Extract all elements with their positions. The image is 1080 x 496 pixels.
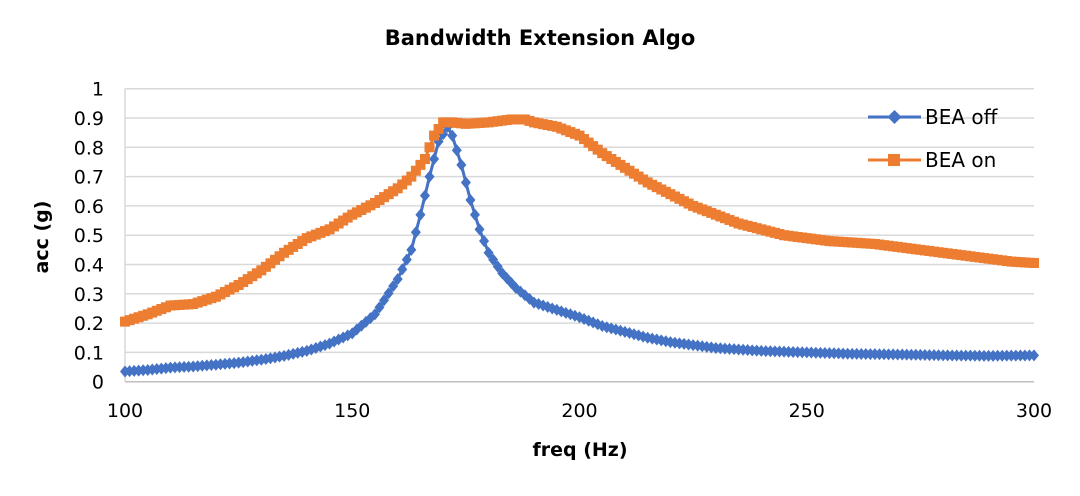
data-point [465,194,476,207]
data-point [424,142,435,153]
x-axis-label: freq (Hz) [532,439,627,461]
data-point [429,153,440,166]
series-bea-off [120,120,1039,378]
data-point [379,294,390,307]
data-point [424,170,435,183]
x-axis-ticks: 100 150 200 250 300 [107,400,1052,422]
legend-item-bea-off: BEA off [868,105,999,129]
y-tick-label: 0.1 [74,342,104,364]
y-tick-label: 0.8 [74,137,104,159]
data-point [447,129,458,142]
data-point [479,235,490,248]
data-point [429,130,440,141]
data-point [456,158,467,171]
data-point [1029,349,1039,362]
series-bea-on [120,114,1039,327]
data-point [406,171,417,182]
data-point [483,246,494,259]
chart-title: Bandwidth Extension Algo [385,26,696,50]
gridlines [124,87,1034,382]
y-tick-label: 0.7 [74,167,104,189]
legend-diamond-icon [887,110,902,124]
legend-label-bea-on: BEA on [925,148,996,172]
y-tick-label: 0.3 [74,284,104,306]
data-point [488,253,499,266]
x-tick-label: 150 [334,400,370,422]
data-point [410,165,421,176]
data-point [451,144,462,157]
data-point [469,208,480,221]
data-point [397,263,408,276]
data-point [415,159,426,170]
data-point [369,308,380,321]
x-tick-label: 300 [1016,400,1052,422]
data-point [415,208,426,221]
y-tick-label: 0 [92,372,104,394]
x-tick-label: 100 [107,400,143,422]
data-point [419,189,430,202]
data-point [1029,258,1039,269]
data-point [433,123,444,134]
data-point [247,354,258,367]
y-tick-label: 0.6 [74,196,104,218]
y-tick-label: 1 [92,79,104,101]
y-axis-label: acc (g) [31,201,53,274]
data-point [374,301,385,314]
data-point [406,243,417,256]
data-point [474,223,485,236]
legend-label-bea-off: BEA off [925,105,999,129]
data-point [410,226,421,239]
legend-square-icon [888,154,900,166]
x-tick-label: 200 [561,400,597,422]
y-tick-label: 0.4 [74,255,104,277]
data-point [383,287,394,300]
data-point [460,176,471,189]
y-axis-ticks: 0 0.1 0.2 0.3 0.4 0.5 0.6 0.7 0.8 0.9 1 [74,79,104,394]
x-tick-label: 250 [789,400,825,422]
data-point [388,280,399,293]
y-tick-label: 0.2 [74,313,104,335]
data-point [492,260,503,273]
series-group [120,114,1039,378]
data-point [419,154,430,165]
series-line [124,117,1035,324]
data-point [401,253,412,266]
y-tick-label: 0.5 [74,225,104,247]
data-point [392,273,403,286]
legend-item-bea-on: BEA on [868,148,996,172]
y-tick-label: 0.9 [74,108,104,130]
legend: BEA off BEA on [868,105,999,172]
